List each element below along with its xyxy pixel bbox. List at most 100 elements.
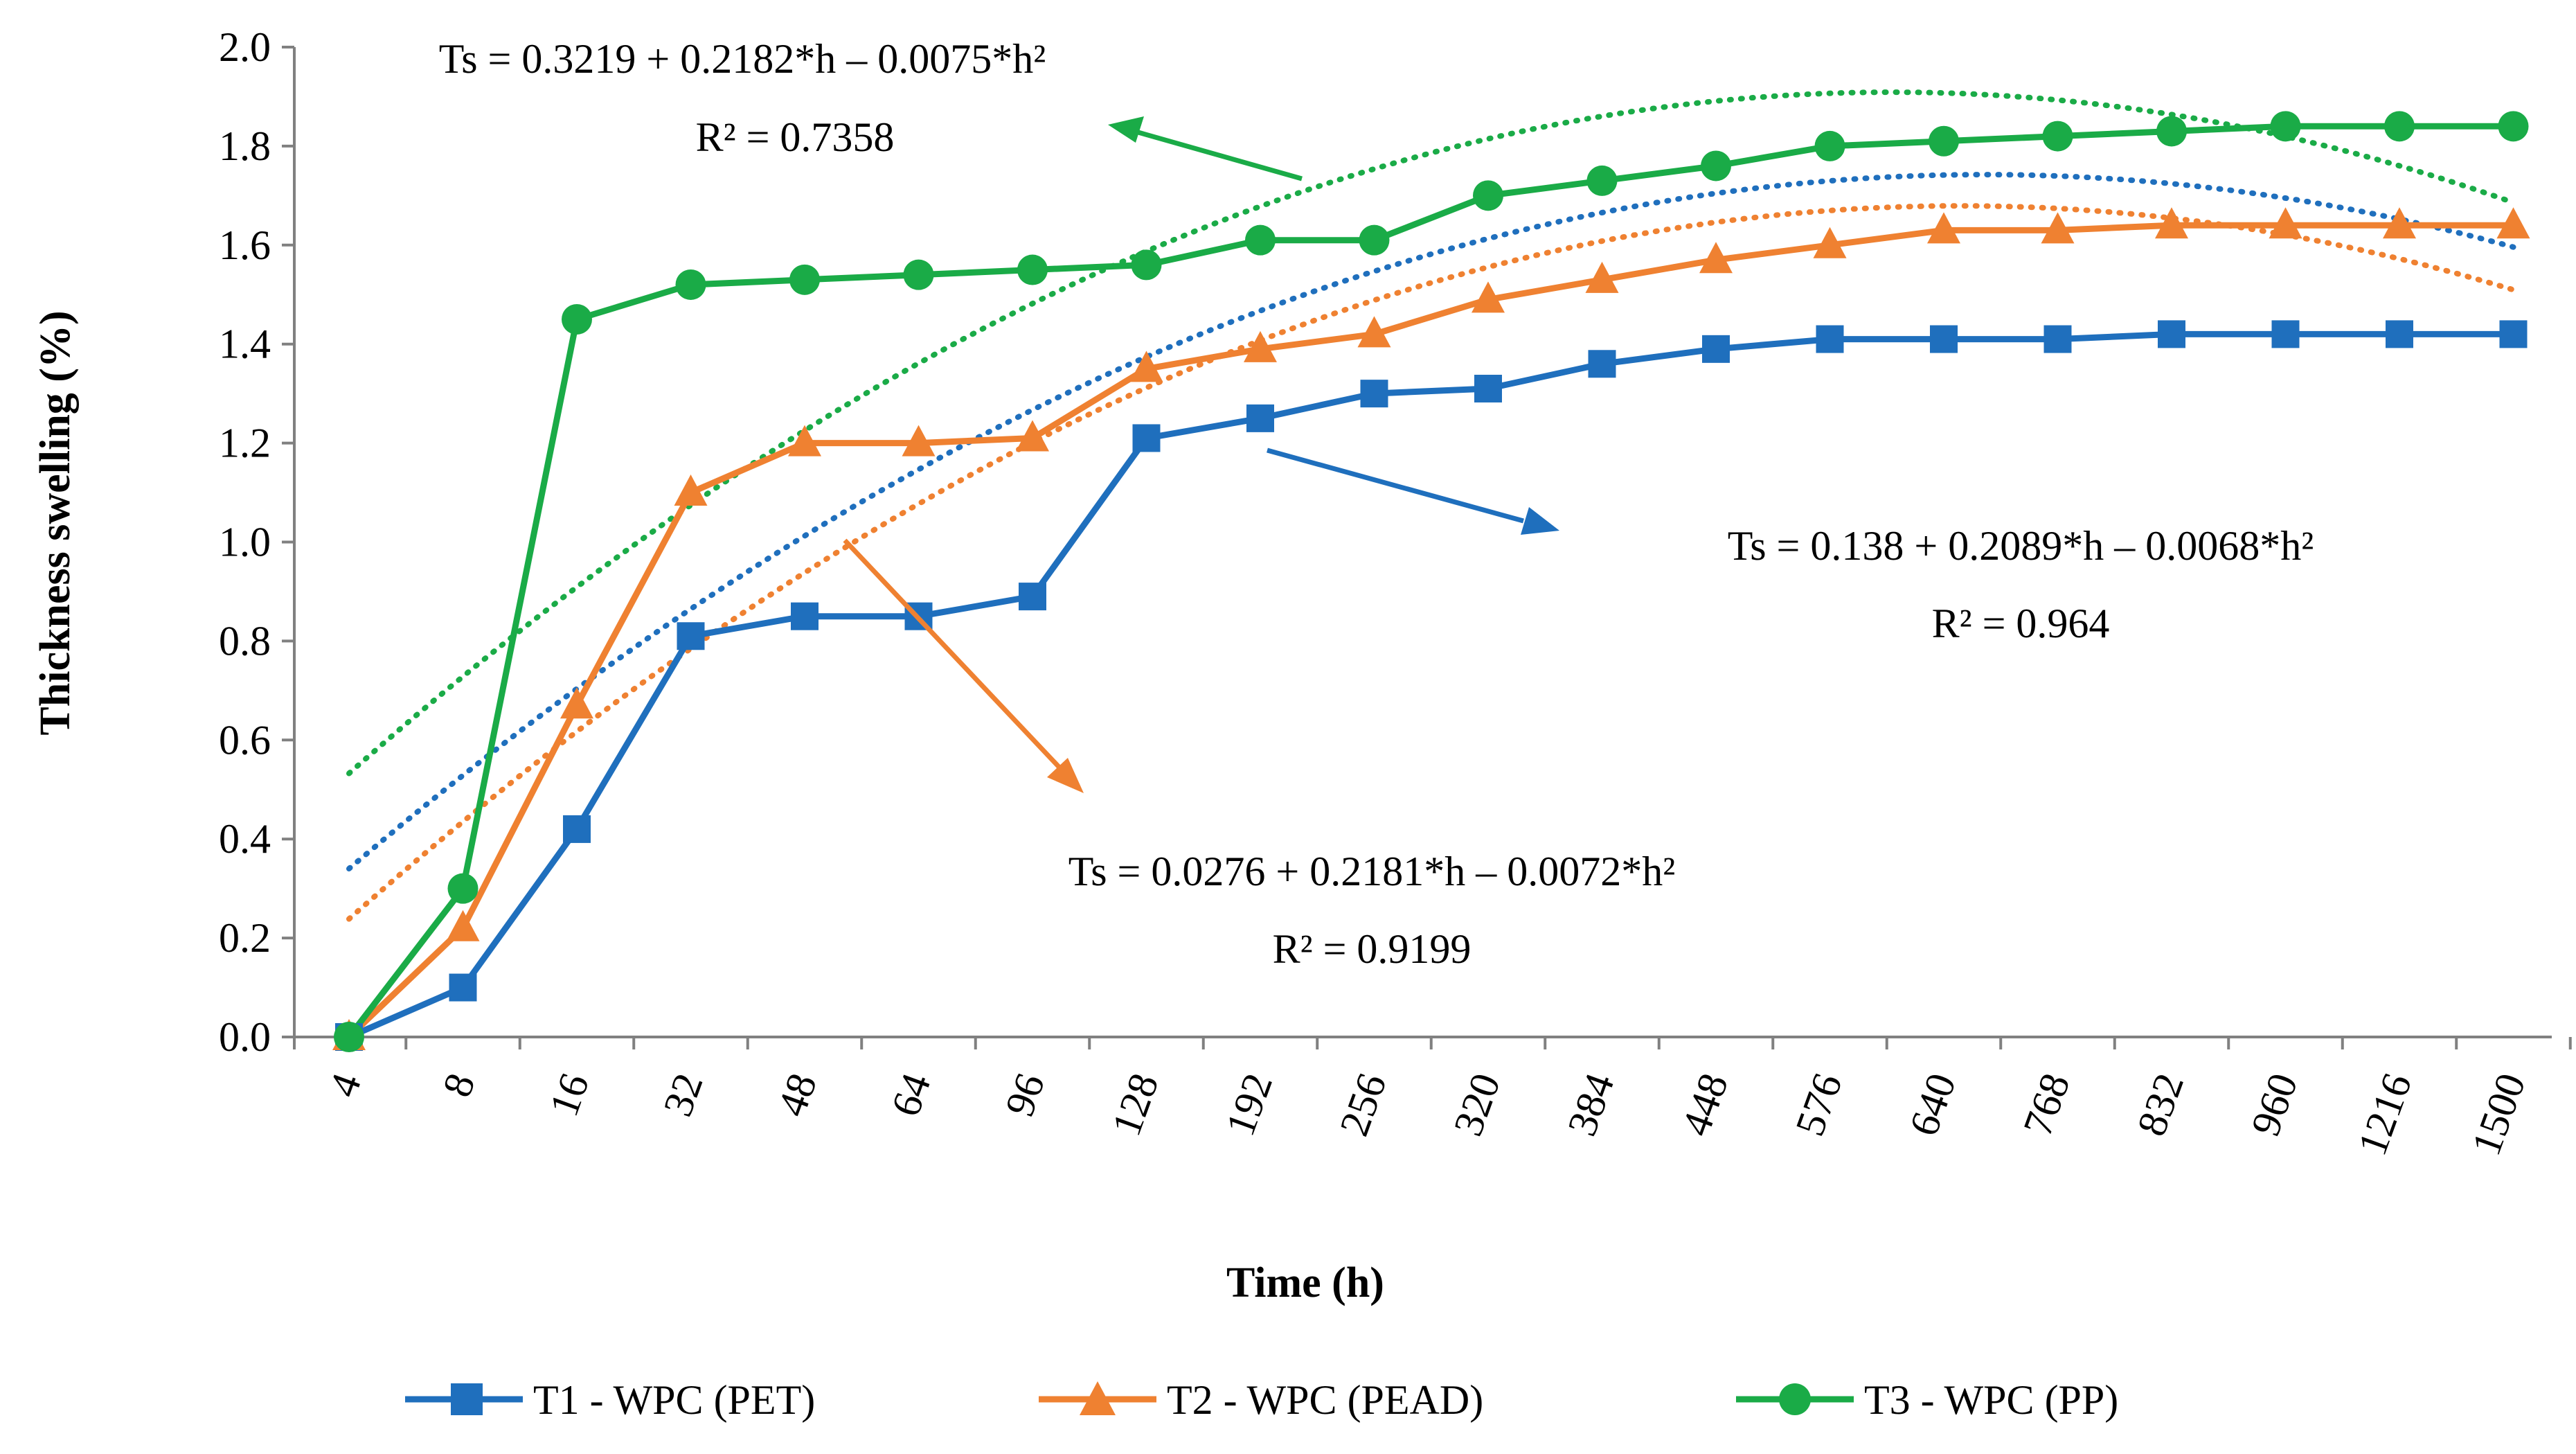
data-point-t3 [562,303,592,335]
legend-label-t1: T1 - WPC (PET) [533,1377,815,1423]
x-tick-label: 8 [433,1067,483,1103]
arrow-t2 [843,538,1084,793]
data-point-t3 [2156,116,2187,147]
series-markers [332,111,2530,1052]
x-tick-label: 192 [1217,1067,1281,1142]
y-tick-label: 0.4 [219,816,271,862]
trendline-2 [346,203,2516,922]
data-point-t1 [1246,404,1274,432]
trendline-3 [346,89,2516,777]
r2-t3: R² = 0.7358 [696,114,895,160]
x-ticks: 4 8 16 32 48 64 96 128 192 256 320 384 448 576 640 768 8… [293,1037,2572,1161]
data-point-t1 [677,622,705,650]
data-point-t1 [791,602,819,630]
data-point-t3 [903,259,934,290]
y-tick-label: 1.6 [219,222,271,268]
data-point-t3 [675,269,706,300]
equation-t1: Ts = 0.138 + 0.2089*h – 0.0068*h² [1728,523,2314,569]
arrow-t1 [1267,447,1559,535]
series-lines [346,123,2514,1040]
data-point-t2 [2041,212,2075,244]
x-tick-label: 832 [2128,1067,2192,1142]
x-tick-label: 384 [1559,1067,1623,1142]
data-point-t2 [2269,207,2302,239]
data-point-t2 [2496,207,2530,239]
y-tick-label: 1.8 [219,123,271,169]
data-point-t1 [1816,325,1844,353]
annotation-t1: Ts = 0.138 + 0.2089*h – 0.0068*h² R² = 0… [1267,447,2314,646]
data-point-t3 [447,873,478,904]
arrow-t3 [1108,116,1303,181]
x-tick-label: 960 [2242,1067,2307,1142]
data-point-t2 [1472,281,1505,313]
data-point-t1 [2043,325,2072,353]
data-point-t2 [2155,207,2188,239]
y-tick-label: 1.2 [219,420,271,466]
data-point-t2 [1813,227,1847,258]
series-line-3 [346,123,2514,1039]
x-tick-label: 256 [1331,1067,1395,1142]
data-point-t3 [789,264,820,295]
y-tick-label: 1.4 [219,321,271,367]
data-point-t2 [1357,316,1391,348]
data-point-t2 [1585,261,1619,293]
data-point-t1 [1702,335,1730,363]
annotation-t2: Ts = 0.0276 + 0.2181*h – 0.0072*h² R² = … [843,538,1675,972]
data-point-t1 [1132,424,1161,452]
data-point-t1 [1930,325,1958,353]
y-tick-label: 0.6 [219,717,271,763]
data-point-t3 [2042,121,2073,152]
data-point-t3 [1473,180,1503,211]
data-point-t3 [2498,111,2529,142]
x-tick-label: 576 [1787,1067,1851,1142]
y-tick-label: 0.2 [219,915,271,961]
data-point-t2 [674,475,708,506]
data-point-t1 [2386,320,2413,348]
data-point-t1 [1360,380,1388,408]
legend-marker-t3 [1779,1383,1811,1415]
x-tick-label: 4 [320,1067,370,1103]
data-point-t2 [1016,420,1049,452]
r2-t1: R² = 0.964 [1932,601,2110,646]
legend-label-t2: T2 - WPC (PEAD) [1167,1377,1483,1423]
trendline-1 [346,172,2516,871]
data-point-t2 [2383,207,2416,239]
x-tick-label: 96 [996,1067,1054,1122]
y-tick-label: 0.8 [219,618,271,664]
data-point-t1 [2271,320,2300,348]
data-point-t2 [560,687,593,719]
equation-t3: Ts = 0.3219 + 0.2182*h – 0.0075*h² [439,36,1046,82]
data-point-t2 [1699,242,1733,274]
legend-item-t2: T2 - WPC (PEAD) [1039,1377,1483,1423]
legend-label-t3: T3 - WPC (PP) [1864,1377,2118,1423]
trendlines [346,89,2516,922]
data-point-t2 [1927,212,1960,244]
data-point-t3 [1814,130,1845,161]
data-point-t1 [449,973,477,1002]
x-tick-label: 48 [769,1067,826,1122]
legend-item-t1: T1 - WPC (PET) [405,1377,815,1423]
data-point-t1 [1588,350,1616,378]
legend: T1 - WPC (PET) T2 - WPC (PEAD) T3 - WPC … [405,1377,2118,1423]
data-point-t1 [2499,320,2528,348]
data-point-t3 [1586,165,1618,196]
legend-marker-t1 [451,1383,483,1415]
x-tick-label: 768 [2014,1067,2079,1142]
equation-t2: Ts = 0.0276 + 0.2181*h – 0.0072*h² [1068,849,1675,894]
x-tick-label: 32 [654,1067,712,1122]
data-point-t2 [446,910,480,941]
y-tick-label: 0.0 [219,1014,271,1060]
data-point-t3 [1245,224,1276,256]
data-point-t1 [2158,320,2185,348]
x-tick-label: 320 [1444,1067,1509,1142]
data-point-t2 [902,425,936,456]
data-point-t1 [1474,375,1502,403]
y-tick-label: 1.0 [219,520,271,565]
annotation-t3: Ts = 0.3219 + 0.2182*h – 0.0075*h² R² = … [439,36,1303,181]
series-line-2 [346,222,2514,1040]
x-tick-label: 640 [1900,1067,1965,1142]
x-axis-title: Time (h) [1226,1259,1384,1306]
x-tick-label: 1216 [2349,1067,2420,1161]
x-tick-label: 128 [1103,1067,1168,1142]
